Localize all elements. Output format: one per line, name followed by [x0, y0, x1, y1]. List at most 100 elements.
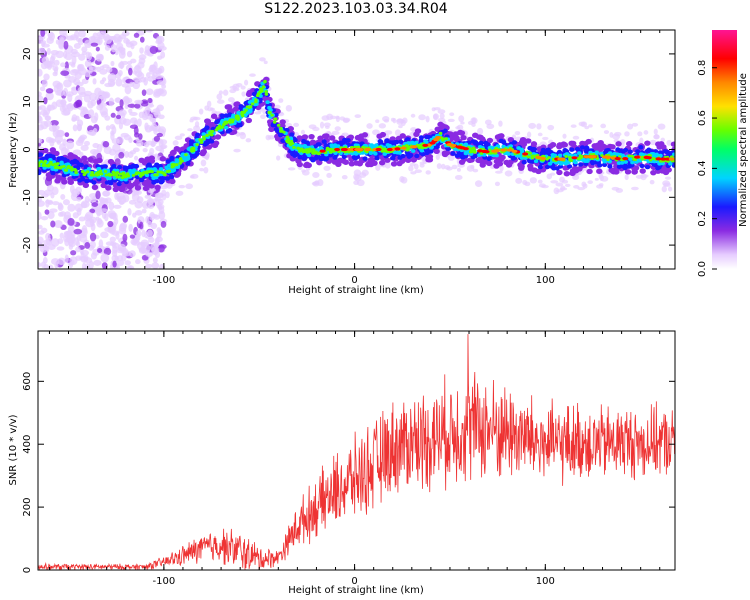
spectrogram-speckle — [155, 88, 165, 95]
spectrogram-speckle — [153, 153, 159, 162]
spectrogram-ridge-cell — [616, 164, 622, 169]
spectrogram-speckle — [63, 40, 69, 50]
spectrogram-ridge-cell — [664, 149, 670, 155]
spectrogram-speckle — [624, 174, 629, 181]
spectrogram-speckle — [58, 211, 64, 217]
spectrogram-speckle — [504, 170, 513, 177]
spectrogram-peak-cell — [433, 137, 440, 142]
spectrogram-speckle — [293, 132, 299, 137]
spectrogram-speckle — [536, 123, 542, 130]
spectrogram-ridge-cell — [549, 142, 557, 148]
spectrogram-ridge-cell — [311, 150, 315, 154]
spectrogram-speckle — [418, 114, 426, 121]
spectrogram-speckle — [537, 132, 543, 137]
spectrogram-peak-cell — [422, 143, 429, 148]
spectrogram-speckle — [76, 123, 83, 132]
spectrogram-speckle — [564, 183, 571, 188]
spectrogram-speckle — [84, 39, 93, 49]
spectrogram-ridge-cell — [424, 150, 430, 156]
spectrogram-ridge-cell — [341, 154, 347, 160]
spectrogram-speckle — [456, 167, 461, 172]
spectrogram-speckle — [118, 227, 127, 235]
spectrogram-speckle — [103, 247, 112, 256]
spectrogram-speckle — [51, 201, 60, 206]
spectrogram-ridge-cell — [305, 148, 309, 152]
spectrogram-ridge-cell — [232, 106, 240, 112]
spectrogram-ridge-cell — [166, 163, 172, 168]
spectrogram-ridge-cell — [48, 162, 52, 166]
spectrogram-ridge-cell — [525, 138, 532, 144]
spectrogram-speckle — [98, 239, 104, 249]
spectrogram-speckle — [75, 99, 83, 108]
spectrogram-speckle — [425, 170, 431, 175]
spectrogram-ridge-cell — [485, 142, 491, 147]
spectrogram-ridge-cell — [428, 149, 434, 154]
spectrogram-speckle — [158, 126, 167, 135]
spectrogram-ridge-cell — [141, 180, 149, 187]
spectrogram-speckle — [287, 167, 296, 171]
spectrogram-ridge-cell — [627, 149, 633, 154]
spectrogram-peak-cell — [604, 155, 611, 159]
spectrogram-ridge-cell — [144, 173, 150, 178]
spectrogram-peak-cell — [511, 149, 518, 153]
spectrogram-peak-cell — [571, 156, 578, 160]
spectrogram-speckle — [172, 140, 179, 146]
spectrogram-speckle — [60, 62, 66, 68]
spectrogram-speckle — [68, 241, 76, 248]
spectrogram-ridge-cell — [203, 140, 210, 145]
spectrogram-speckle — [353, 180, 360, 186]
spectrogram-ridge-cell — [473, 140, 479, 145]
spectrogram-speckle — [64, 254, 69, 263]
spectrogram-speckle — [133, 119, 139, 126]
spectrogram-ridge-cell — [371, 144, 377, 149]
spectrogram-speckle — [439, 113, 445, 119]
spectrogram-ridge-cell — [329, 150, 333, 154]
spectrogram-ridge-cell — [596, 168, 603, 174]
spectrogram-speckle — [41, 56, 50, 64]
spectrogram-ridge-cell — [268, 111, 272, 115]
spectrogram-speckle — [156, 227, 162, 233]
spectrogram-speckle — [39, 243, 48, 248]
spectrogram-speckle — [203, 166, 209, 174]
spectrogram-speckle — [113, 39, 122, 44]
spectrogram-speckle — [603, 130, 610, 135]
spectrogram-ridge-cell — [374, 156, 380, 161]
spectrogram-speckle — [267, 135, 275, 140]
spectrogram-speckle — [92, 78, 97, 85]
spectrogram-speckle — [160, 220, 167, 228]
spectrogram-peak-cell — [334, 147, 341, 152]
spectrogram-speckle — [145, 30, 154, 33]
spectrogram-speckle — [52, 65, 59, 72]
spectrogram-ridge-cell — [120, 176, 125, 180]
spectrogram-speckle — [119, 222, 128, 230]
spectrogram-ridge-cell — [638, 145, 644, 150]
spectrogram-speckle — [245, 138, 252, 143]
spectrogram-ridge-cell — [501, 139, 507, 145]
spectrogram-speckle — [128, 223, 133, 232]
spectrogram-speckle — [75, 139, 84, 147]
spectrogram-ridge-cell — [434, 144, 440, 150]
spectrogram-ridge-cell — [289, 132, 295, 137]
spectrogram-speckle — [73, 30, 80, 39]
spectrogram-speckle — [147, 97, 153, 104]
spectrogram-ridge-cell — [56, 156, 62, 161]
spectrogram-ridge-cell — [655, 165, 661, 171]
spectrogram-speckle — [300, 129, 306, 135]
spectrogram-ridge-cell — [289, 141, 294, 145]
spectrogram-speckle — [356, 179, 365, 187]
spectrogram-ridge-cell — [368, 151, 374, 155]
spectrogram-ridge-cell — [311, 148, 316, 152]
spectrogram-ridge-cell — [424, 140, 429, 144]
spectrogram-ridge-cell — [395, 150, 400, 155]
spectrogram-ridge-cell — [458, 130, 466, 136]
spectrogram-speckle — [80, 249, 90, 256]
spectrogram-ridge-cell — [505, 162, 513, 168]
spectrogram-ridge-cell — [496, 161, 504, 167]
spectrogram-ridge-cell — [644, 140, 651, 146]
spectrogram-ridge-cell — [279, 119, 286, 125]
spectrogram-ridge-cell — [130, 163, 137, 168]
spectrogram-ridge-cell — [318, 155, 325, 161]
y-tick-label: 600 — [22, 372, 33, 391]
spectrogram-speckle — [56, 246, 65, 251]
spectrogram-speckle — [47, 211, 55, 220]
